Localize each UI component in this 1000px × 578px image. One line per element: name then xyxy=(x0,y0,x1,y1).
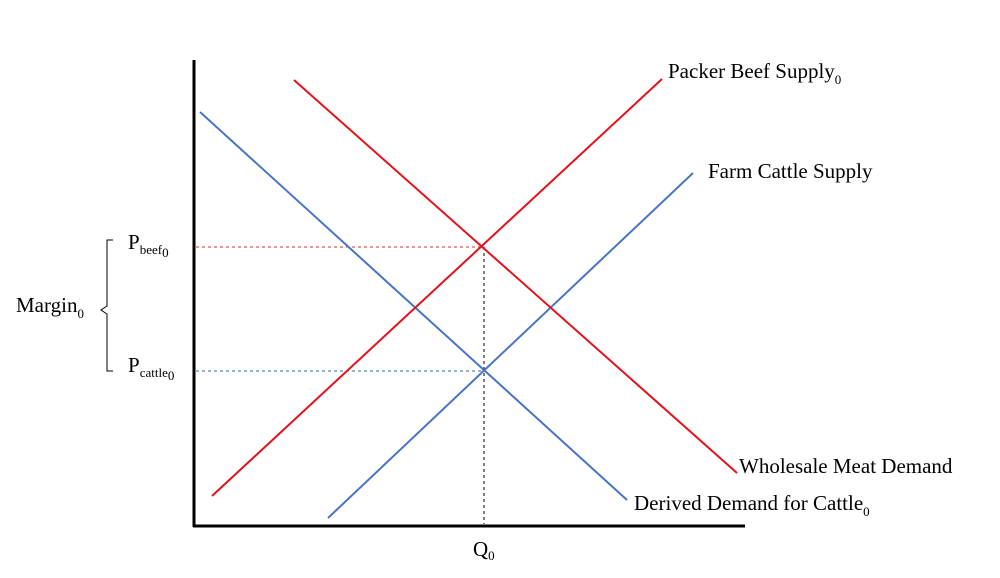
q0-subscript: 0 xyxy=(488,548,495,563)
packer-beef-supply-line xyxy=(211,78,663,497)
p-beef-subscript: beef xyxy=(140,242,163,257)
wholesale-meat-demand-line xyxy=(293,79,738,474)
margin-text: Margin xyxy=(16,293,78,317)
wholesale-meat-demand-label: Wholesale Meat Demand xyxy=(739,454,953,478)
derived-demand-label: Derived Demand for Cattle0 xyxy=(634,491,870,519)
derived-demand-text: Derived Demand for Cattle xyxy=(634,491,863,515)
margin-subscript: 0 xyxy=(77,306,84,321)
derived-demand-for-cattle-line xyxy=(199,111,628,501)
p-beef-label: Pbeef0 xyxy=(128,230,169,260)
wholesale-meat-demand-text: Wholesale Meat Demand xyxy=(739,454,953,478)
p-beef-subsubscript: 0 xyxy=(162,245,169,260)
packer-beef-supply-text: Packer Beef Supply xyxy=(668,59,835,83)
derived-demand-subscript: 0 xyxy=(863,504,870,519)
farm-cattle-supply-label: Farm Cattle Supply xyxy=(708,159,873,183)
p-cattle-main: P xyxy=(128,353,140,377)
packer-beef-supply-label: Packer Beef Supply0 xyxy=(668,59,841,87)
q0-label: Q0 xyxy=(473,537,495,563)
p-beef-main: P xyxy=(128,230,140,254)
packer-beef-supply-subscript: 0 xyxy=(835,72,842,87)
p-cattle-subsubscript: 0 xyxy=(168,368,175,383)
p-cattle-subscript: cattle xyxy=(140,365,168,380)
p-cattle-label: Pcattle0 xyxy=(128,353,174,383)
margin-label: Margin0 xyxy=(16,293,84,321)
farm-cattle-supply-text: Farm Cattle Supply xyxy=(708,159,873,183)
farm-cattle-supply-line xyxy=(327,172,694,519)
q0-main: Q xyxy=(473,537,488,561)
margin-brace xyxy=(100,239,113,372)
